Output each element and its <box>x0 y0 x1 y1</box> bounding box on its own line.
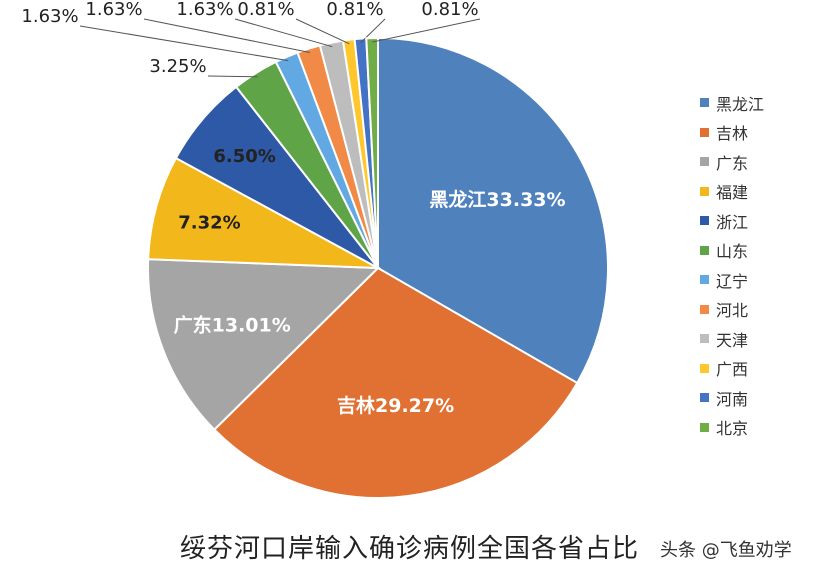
legend-swatch <box>700 275 709 285</box>
legend-item-北京: 北京 <box>700 413 764 443</box>
legend-item-黑龙江: 黑龙江 <box>700 88 764 118</box>
legend-swatch <box>700 245 709 255</box>
leader-line-广西 <box>295 18 350 45</box>
pie-slice-福建 <box>147 156 379 269</box>
leader-line-北京 <box>372 18 481 43</box>
leader-line-山东 <box>207 75 258 78</box>
slice-label-黑龙江: 黑龙江33.33% <box>429 188 565 211</box>
legend-swatch <box>700 393 709 403</box>
legend-swatch <box>700 304 709 314</box>
pie-slice-北京 <box>365 36 379 269</box>
legend-item-河北: 河北 <box>700 295 764 325</box>
slice-label-广西: 0.81% <box>237 0 294 20</box>
slice-label-河北: 1.63% <box>85 0 142 20</box>
legend-label: 辽宁 <box>716 271 749 291</box>
slice-label-吉林: 吉林29.27% <box>337 394 454 417</box>
legend-label: 北京 <box>716 419 749 439</box>
legend-label: 广东 <box>716 153 749 173</box>
legend-swatch <box>700 422 709 432</box>
legend-label: 河北 <box>716 301 749 321</box>
legend-swatch <box>700 98 709 108</box>
legend-swatch <box>700 186 709 196</box>
pie-slice-吉林 <box>212 266 579 499</box>
chart-legend: 黑龙江吉林广东福建浙江山东辽宁河北天津广西河南北京 <box>700 88 764 442</box>
legend-item-广东: 广东 <box>700 147 764 177</box>
legend-item-天津: 天津 <box>700 324 764 354</box>
legend-item-广西: 广西 <box>700 354 764 384</box>
legend-label: 吉林 <box>716 124 749 144</box>
leader-line-辽宁 <box>79 25 289 62</box>
legend-swatch <box>700 334 709 344</box>
legend-item-吉林: 吉林 <box>700 118 764 148</box>
legend-label: 福建 <box>716 183 749 203</box>
pie-slice-广东 <box>147 258 381 432</box>
legend-label: 山东 <box>716 242 749 262</box>
legend-label: 天津 <box>716 330 749 350</box>
leader-line-天津 <box>234 18 333 48</box>
leader-line-河北 <box>143 18 310 54</box>
chart-title: 绥芬河口岸输入确诊病例全国各省占比 <box>180 534 640 564</box>
legend-item-福建: 福建 <box>700 177 764 207</box>
legend-swatch <box>700 363 709 373</box>
watermark-text: 头条 @飞鱼劝学 <box>660 540 792 561</box>
legend-item-辽宁: 辽宁 <box>700 265 764 295</box>
legend-swatch <box>700 216 709 226</box>
legend-swatch <box>700 127 709 137</box>
pie-slice-黑龙江 <box>377 36 609 385</box>
legend-label: 广西 <box>716 360 749 380</box>
slice-label-浙江: 6.50% <box>213 146 275 167</box>
slice-label-北京: 0.81% <box>421 0 478 20</box>
legend-item-浙江: 浙江 <box>700 206 764 236</box>
legend-item-山东: 山东 <box>700 236 764 266</box>
slice-label-山东: 3.25% <box>149 56 206 77</box>
slice-label-河南: 0.81% <box>326 0 383 20</box>
legend-label: 河南 <box>716 389 749 409</box>
legend-label: 黑龙江 <box>716 94 765 114</box>
slice-label-广东: 广东13.01% <box>174 314 291 337</box>
slice-label-天津: 1.63% <box>176 0 233 20</box>
legend-swatch <box>700 157 709 167</box>
leader-line-河南 <box>360 18 386 44</box>
slice-label-福建: 7.32% <box>178 213 240 234</box>
slice-label-辽宁: 1.63% <box>21 6 78 27</box>
legend-label: 浙江 <box>716 212 749 232</box>
legend-item-河南: 河南 <box>700 383 764 413</box>
